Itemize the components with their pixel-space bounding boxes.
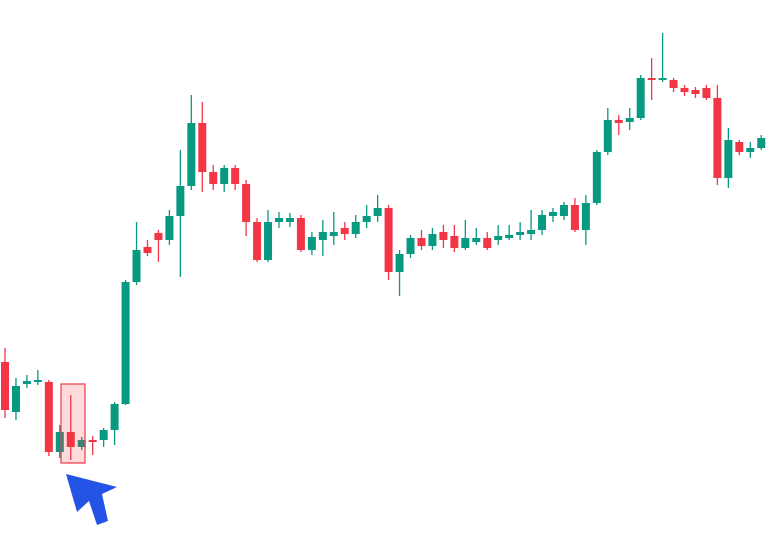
candle-body <box>44 382 53 452</box>
candle-body <box>132 250 141 282</box>
candle-body <box>1 362 9 410</box>
candle-body <box>220 168 229 184</box>
candle-body <box>351 222 360 234</box>
candle-body <box>505 235 514 238</box>
candle-body <box>614 120 623 123</box>
candle-body <box>362 216 371 222</box>
candle-body <box>483 238 492 248</box>
candle-body <box>198 123 207 172</box>
pointer-arrow <box>66 474 117 525</box>
candle-body <box>395 254 404 272</box>
highlight-box <box>60 383 86 464</box>
candle-body <box>581 203 590 230</box>
candle-body <box>253 222 262 260</box>
candle-body <box>373 208 382 216</box>
candle-body <box>472 238 481 242</box>
candle-body <box>735 142 744 152</box>
candle-body <box>713 98 722 178</box>
candle-body <box>461 238 470 248</box>
candle-body <box>757 138 766 148</box>
candle-body <box>121 282 130 404</box>
candle-body <box>187 123 196 186</box>
candle-body <box>242 184 251 222</box>
candle-body <box>318 232 327 240</box>
candle-body <box>329 232 338 236</box>
candle-body <box>406 238 415 254</box>
candle-body <box>384 208 393 272</box>
candle-body <box>625 118 634 122</box>
candle-body <box>66 432 75 447</box>
candle-body <box>55 432 64 452</box>
candle-body <box>516 232 525 235</box>
candle-body <box>647 78 656 80</box>
candle-body <box>669 80 678 88</box>
candle-body <box>559 205 568 216</box>
candle-body <box>428 234 437 246</box>
candle-body <box>11 386 20 412</box>
candle-body <box>275 218 283 222</box>
candle-body <box>603 120 612 152</box>
candle-body <box>494 236 503 240</box>
candle-body <box>154 233 163 240</box>
candle-body <box>439 232 448 240</box>
candle-body <box>209 172 218 184</box>
candle-body <box>570 205 579 230</box>
candle-body <box>22 381 31 384</box>
candle-body <box>636 78 645 118</box>
candle-body <box>143 247 152 253</box>
candle-body <box>549 212 557 216</box>
candle-body <box>450 236 459 248</box>
candle-body <box>691 90 700 94</box>
candle-body <box>658 78 667 80</box>
candle-body <box>176 186 185 216</box>
candle-body <box>88 440 97 442</box>
candle-body <box>285 218 294 222</box>
plot-area <box>1 33 766 460</box>
candle-body <box>33 380 42 382</box>
candle-body <box>99 430 108 440</box>
candle-body <box>538 215 547 230</box>
candle-body <box>680 88 689 92</box>
candle-body <box>264 222 273 260</box>
candle-body <box>527 230 536 234</box>
candle-body <box>296 218 305 250</box>
candle-body <box>77 440 86 447</box>
candle-body <box>110 404 119 430</box>
candle-body <box>724 140 733 178</box>
candle-body <box>231 168 240 184</box>
candle-body <box>340 228 349 234</box>
candle-body <box>702 88 711 98</box>
candle-body <box>165 216 174 240</box>
candle-body <box>307 237 316 250</box>
candle-body <box>417 238 426 246</box>
candle-body <box>592 152 601 203</box>
candle-body <box>746 148 755 152</box>
